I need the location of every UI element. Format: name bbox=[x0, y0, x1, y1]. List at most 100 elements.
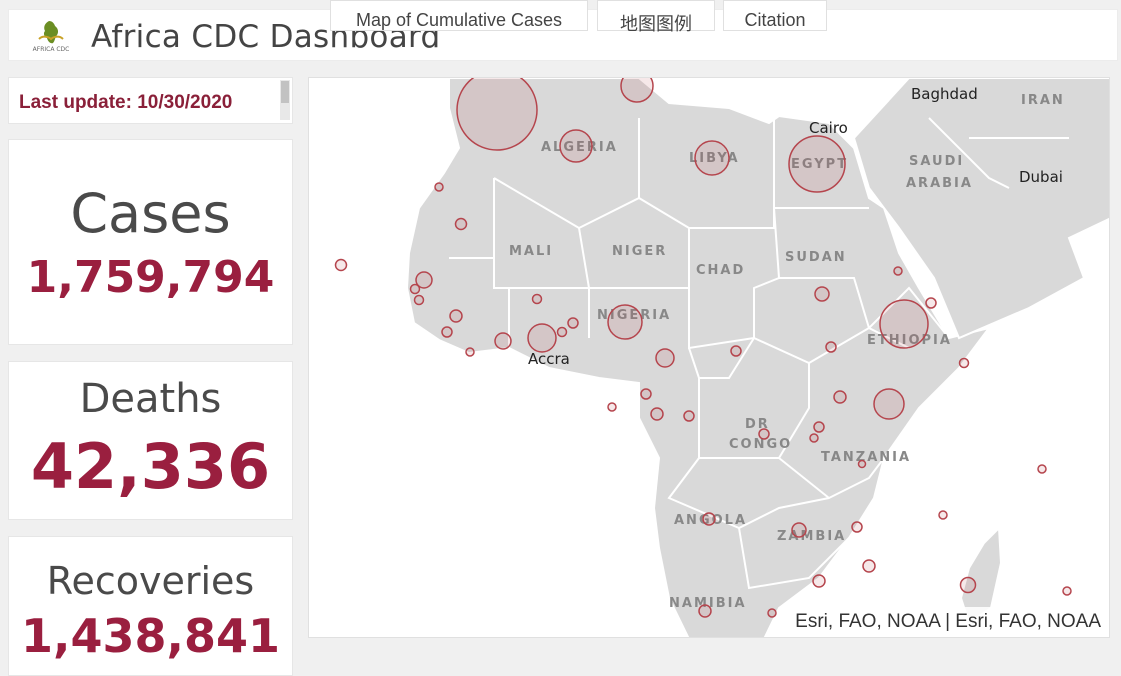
case-bubble bbox=[527, 323, 557, 353]
country-label-mali: MALI bbox=[509, 244, 553, 259]
recoveries-panel: Recoveries 1,438,841 bbox=[8, 536, 293, 676]
case-bubble bbox=[833, 390, 847, 404]
case-bubble bbox=[958, 357, 970, 369]
case-bubble bbox=[640, 388, 652, 400]
case-bubble bbox=[851, 521, 863, 533]
case-bubble bbox=[959, 576, 977, 594]
case-bubble bbox=[454, 217, 468, 231]
case-bubble bbox=[556, 326, 568, 338]
update-scrollbar[interactable] bbox=[280, 80, 290, 120]
country-labels: ALGERIA LIBYA EGYPT SAUDI ARABIA IRAN MA… bbox=[509, 93, 1065, 611]
case-bubbles[interactable] bbox=[334, 78, 1072, 618]
country-label-niger: NIGER bbox=[612, 244, 667, 259]
country-label-chad: CHAD bbox=[696, 263, 745, 278]
case-bubble bbox=[655, 348, 675, 368]
deaths-label: Deaths bbox=[79, 376, 222, 422]
case-bubble bbox=[1062, 586, 1072, 596]
country-label-tanzania: TANZANIA bbox=[821, 450, 911, 465]
tab-label: Map of Cumulative Cases bbox=[355, 10, 563, 30]
case-bubble bbox=[434, 182, 444, 192]
case-bubble bbox=[758, 428, 770, 440]
city-label-accra: Accra bbox=[528, 350, 570, 368]
case-bubble bbox=[559, 129, 593, 163]
case-bubble bbox=[791, 522, 807, 538]
svg-text:AFRICA CDC: AFRICA CDC bbox=[33, 46, 70, 53]
case-bubble bbox=[873, 388, 905, 420]
city-label-baghdad: Baghdad bbox=[911, 85, 978, 103]
deaths-panel: Deaths 42,336 bbox=[8, 361, 293, 520]
case-bubble bbox=[531, 293, 543, 305]
case-bubble bbox=[825, 341, 837, 353]
africa-cdc-logo: AFRICA CDC bbox=[33, 21, 70, 53]
case-bubble bbox=[938, 510, 948, 520]
case-bubble bbox=[812, 574, 826, 588]
country-borders bbox=[449, 108, 1069, 590]
country-label-egypt: EGYPT bbox=[791, 157, 848, 172]
case-bubble bbox=[607, 402, 617, 412]
case-bubble bbox=[893, 266, 903, 276]
case-bubble bbox=[698, 604, 712, 618]
case-bubble bbox=[620, 78, 654, 103]
case-bubble bbox=[862, 559, 876, 573]
case-bubble bbox=[767, 608, 777, 618]
city-label-dubai: Dubai bbox=[1019, 168, 1063, 186]
case-bubble bbox=[857, 459, 867, 469]
case-bubble bbox=[567, 317, 579, 329]
case-bubble bbox=[925, 297, 937, 309]
case-bubble bbox=[814, 286, 830, 302]
country-label-arabia: ARABIA bbox=[906, 176, 973, 191]
country-label-sudan: SUDAN bbox=[785, 250, 847, 265]
case-bubble bbox=[702, 512, 716, 526]
case-bubble bbox=[694, 140, 730, 176]
tab-citation[interactable]: Citation bbox=[723, 0, 827, 31]
case-bubble bbox=[788, 135, 846, 193]
country-label-ethiopia: ETHIOPIA bbox=[867, 333, 952, 348]
country-label-congo: CONGO bbox=[729, 437, 792, 452]
scrollbar-thumb[interactable] bbox=[281, 81, 289, 103]
tab-label: Citation bbox=[744, 10, 806, 30]
case-bubble bbox=[409, 283, 421, 295]
case-bubble bbox=[456, 78, 538, 151]
recoveries-value: 1,438,841 bbox=[21, 609, 280, 663]
case-bubble bbox=[809, 433, 819, 443]
country-label-saudi: SAUDI bbox=[909, 154, 964, 169]
case-bubble bbox=[683, 410, 695, 422]
last-update-panel: Last update: 10/30/2020 bbox=[8, 77, 293, 124]
case-bubble bbox=[813, 421, 825, 433]
case-bubble bbox=[415, 271, 433, 289]
cumulative-cases-map[interactable]: ALGERIA LIBYA EGYPT SAUDI ARABIA IRAN MA… bbox=[308, 77, 1110, 638]
map-canvas[interactable]: ALGERIA LIBYA EGYPT SAUDI ARABIA IRAN MA… bbox=[309, 78, 1110, 638]
country-label-zambia: ZAMBIA bbox=[777, 529, 846, 544]
case-bubble bbox=[441, 326, 453, 338]
case-bubble bbox=[607, 304, 643, 340]
case-bubble bbox=[1037, 464, 1047, 474]
case-bubble bbox=[334, 258, 348, 272]
case-bubble bbox=[494, 332, 512, 350]
country-label-iran: IRAN bbox=[1021, 93, 1065, 108]
case-bubble bbox=[879, 299, 929, 349]
case-bubble bbox=[413, 294, 425, 306]
country-label-libya: LIBYA bbox=[689, 151, 740, 166]
cases-label: Cases bbox=[70, 182, 231, 245]
city-label-cairo: Cairo bbox=[809, 119, 848, 137]
africa-landmass bbox=[405, 78, 992, 637]
case-bubble bbox=[730, 345, 742, 357]
city-labels: Baghdad Cairo Dubai Accra bbox=[528, 85, 1063, 368]
middle-east-landmass bbox=[852, 78, 1109, 340]
case-bubble bbox=[650, 407, 664, 421]
cases-value: 1,759,794 bbox=[26, 252, 275, 303]
country-label-dr: DR bbox=[745, 417, 770, 432]
country-label-nigeria: NIGERIA bbox=[597, 308, 671, 323]
map-attribution: Esri, FAO, NOAA | Esri, FAO, NOAA bbox=[787, 607, 1109, 637]
cases-panel: Cases 1,759,794 bbox=[8, 139, 293, 345]
tab-map-legend[interactable]: 地图图例 bbox=[597, 0, 715, 34]
case-bubble bbox=[465, 347, 475, 357]
last-update-text: Last update: 10/30/2020 bbox=[19, 92, 233, 113]
country-label-namibia: NAMIBIA bbox=[669, 596, 747, 611]
country-label-angola: ANGOLA bbox=[674, 513, 747, 528]
tab-map-of-cumulative-cases[interactable]: Map of Cumulative Cases bbox=[330, 0, 588, 31]
recoveries-label: Recoveries bbox=[46, 559, 255, 603]
case-bubble bbox=[449, 309, 463, 323]
tab-label: 地图图例 bbox=[620, 14, 692, 34]
deaths-value: 42,336 bbox=[30, 430, 271, 503]
